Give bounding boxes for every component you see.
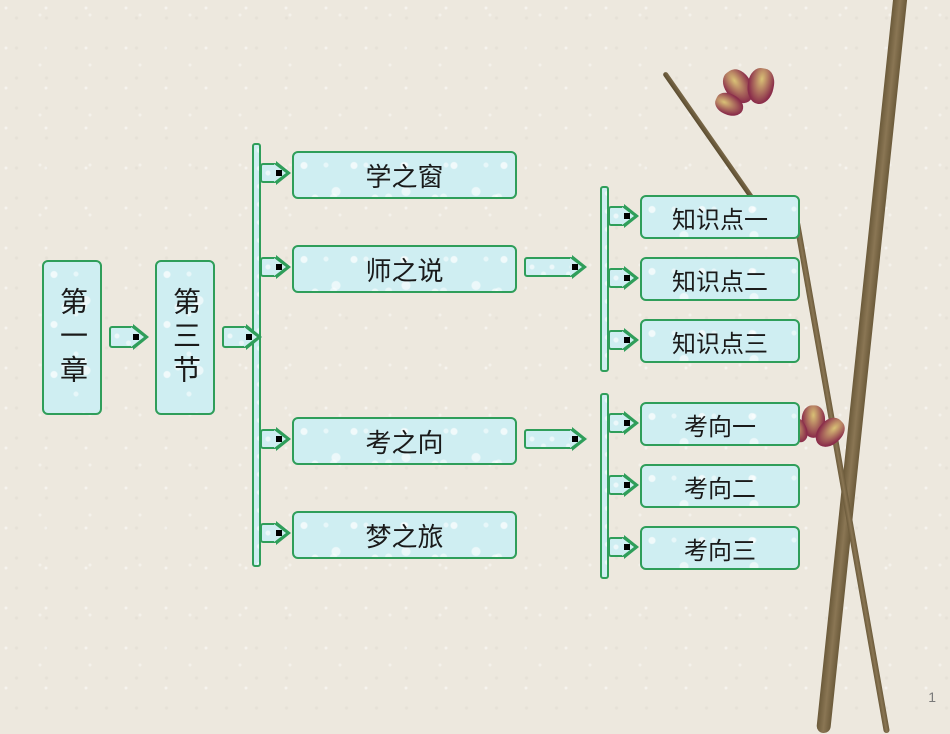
arrow-connector [260,429,278,449]
node-label: 第一章 [52,287,92,389]
node-label: 考之向 [365,423,443,460]
node-label: 梦之旅 [365,517,443,554]
tree-node-root: 第一章 [42,260,102,415]
arrow-connector [608,475,626,495]
node-label: 学之窗 [365,157,443,194]
tree-node-m2: 师之说 [292,245,517,293]
tree-node-m1: 学之窗 [292,151,517,199]
arrow-connector [608,206,626,226]
page-number: 1 [928,689,936,705]
tree-node-m4: 梦之旅 [292,511,517,559]
node-label: 考向三 [684,531,756,566]
arrow-connector [260,523,278,543]
tree-node-m3: 考之向 [292,417,517,465]
tree-node-d1: 考向一 [640,402,800,446]
arrow-connector [608,413,626,433]
node-label: 知识点三 [672,324,768,359]
arrow-connector [608,537,626,557]
node-label: 第三节 [165,287,205,389]
arrow-connector [222,326,248,348]
arrow-connector [524,257,574,277]
tree-node-section: 第三节 [155,260,215,415]
bracket-connector [252,143,261,567]
tree-node-d2: 考向二 [640,464,800,508]
arrow-connector [260,257,278,277]
tree-node-k2: 知识点二 [640,257,800,301]
node-label: 师之说 [365,251,443,288]
node-label: 考向一 [684,407,756,442]
node-label: 考向二 [684,469,756,504]
arrow-connector [608,330,626,350]
arrow-connector [109,326,135,348]
arrow-connector [524,429,574,449]
tree-node-k3: 知识点三 [640,319,800,363]
tree-node-k1: 知识点一 [640,195,800,239]
arrow-connector [260,163,278,183]
node-label: 知识点二 [672,262,768,297]
tree-node-d3: 考向三 [640,526,800,570]
tree-diagram: 第一章 第三节 学之窗师之说考之向梦之旅 知识点一知识点二知识点三考向一考向二考向三 [0,0,950,713]
arrow-connector [608,268,626,288]
node-label: 知识点一 [672,200,768,235]
